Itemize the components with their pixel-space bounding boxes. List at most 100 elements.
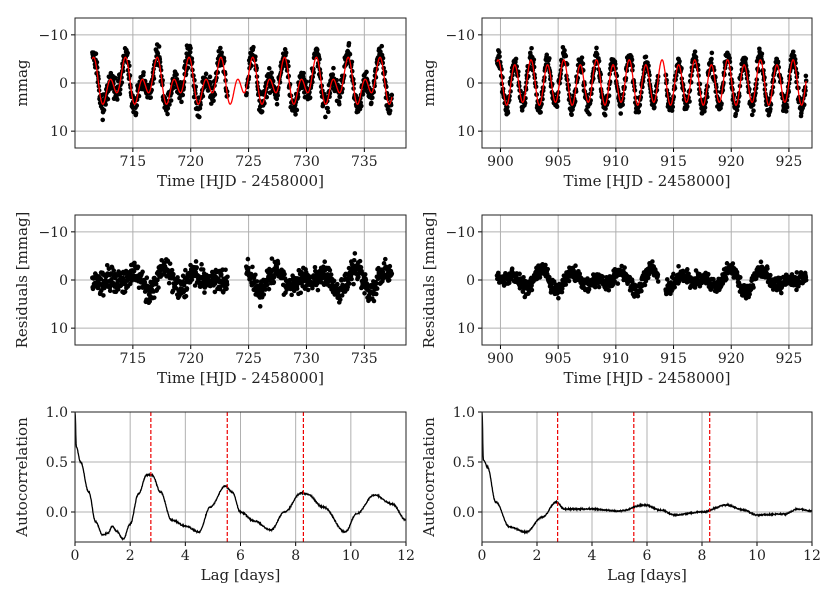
- data-point: [183, 267, 188, 273]
- data-point: [496, 49, 502, 55]
- data-point: [635, 293, 641, 299]
- data-point: [615, 281, 621, 286]
- data-point: [345, 284, 351, 290]
- data-point: [328, 272, 334, 277]
- plot-area: [90, 40, 395, 123]
- data-point: [197, 105, 203, 111]
- data-point: [298, 290, 304, 296]
- data-point: [208, 80, 213, 85]
- data-point: [315, 287, 321, 293]
- data-point: [517, 271, 522, 277]
- y-tick-label: 10: [457, 124, 475, 140]
- data-point: [264, 94, 270, 100]
- y-tick-label: 0.5: [453, 455, 475, 471]
- data-point: [750, 102, 756, 108]
- data-point: [337, 297, 343, 302]
- data-point: [253, 54, 258, 59]
- data-point: [254, 279, 260, 284]
- data-point: [284, 287, 290, 292]
- data-point: [246, 265, 251, 271]
- x-tick-label: 910: [602, 351, 629, 367]
- y-tick-label: −10: [38, 225, 68, 241]
- x-tick-label: 8: [698, 548, 707, 564]
- data-point: [337, 94, 343, 100]
- data-point: [167, 261, 173, 266]
- data-point: [188, 45, 193, 51]
- data-point: [642, 282, 648, 288]
- x-tick-label: 0: [71, 548, 80, 564]
- y-tick-label: 0: [59, 273, 68, 289]
- data-point: [509, 266, 515, 272]
- data-point: [107, 288, 113, 294]
- data-point: [684, 104, 690, 109]
- data-point: [93, 51, 99, 57]
- data-point: [140, 269, 145, 275]
- data-point: [266, 66, 272, 71]
- data-point: [275, 93, 281, 98]
- y-tick-label: 0: [59, 76, 68, 92]
- x-tick-label: 900: [487, 154, 514, 170]
- x-tick-label: 910: [602, 154, 629, 170]
- lc-right-panel: 900 905 910 915 920 925 −10 0 10 Time [HJD - 2458…: [420, 17, 813, 190]
- data-point: [209, 269, 215, 275]
- data-point: [101, 107, 107, 113]
- data-point: [708, 60, 714, 66]
- data-point: [587, 111, 592, 117]
- data-point: [768, 272, 773, 278]
- data-point: [156, 285, 161, 290]
- data-point: [194, 265, 200, 270]
- y-tick-label: 0: [466, 273, 475, 289]
- y-axis-label: Residuals [mmag]: [420, 212, 438, 349]
- data-point: [169, 267, 175, 273]
- data-point: [165, 105, 171, 111]
- data-point: [263, 287, 268, 292]
- axes-frame: [481, 411, 813, 543]
- x-tick-label: 2: [533, 548, 542, 564]
- x-tick-label: 6: [236, 548, 245, 564]
- y-axis-label: mmag: [420, 59, 438, 106]
- data-point: [650, 259, 655, 264]
- data-point: [253, 272, 258, 278]
- data-point: [803, 73, 809, 79]
- data-point: [573, 263, 578, 268]
- x-tick-label: 12: [803, 548, 821, 564]
- data-point: [684, 267, 690, 272]
- plot-area: [90, 251, 395, 309]
- data-point: [655, 272, 661, 277]
- data-point: [275, 261, 281, 266]
- data-point: [251, 44, 256, 50]
- data-point: [196, 114, 202, 120]
- data-point: [274, 101, 280, 107]
- data-point: [360, 92, 366, 97]
- lc-left-panel: 715 720 725 730 735 −10 0 10 Time [HJD - 2458000…: [13, 17, 407, 190]
- data-point: [719, 101, 724, 106]
- data-point: [775, 59, 781, 65]
- data-point: [556, 295, 561, 301]
- data-point: [612, 278, 617, 284]
- data-point: [245, 256, 251, 262]
- data-point: [724, 276, 729, 282]
- data-point: [664, 277, 670, 282]
- data-point: [727, 55, 732, 61]
- x-axis-label: Lag [days]: [607, 566, 687, 584]
- data-point: [155, 277, 160, 283]
- data-point: [144, 275, 150, 280]
- y-tick-label: 1.0: [453, 405, 475, 421]
- data-point: [259, 109, 265, 114]
- x-tick-label: 715: [119, 154, 146, 170]
- data-point: [347, 51, 353, 57]
- data-point: [303, 79, 309, 85]
- data-point: [620, 102, 625, 108]
- y-tick-label: 10: [50, 124, 68, 140]
- data-point: [676, 264, 681, 269]
- data-point: [171, 271, 176, 277]
- x-tick-label: 920: [718, 351, 745, 367]
- data-point: [545, 266, 551, 272]
- data-point: [677, 59, 682, 64]
- data-point: [193, 259, 199, 264]
- x-axis-label: Time [HJD - 2458000]: [157, 369, 324, 387]
- data-point: [380, 269, 386, 275]
- data-point: [181, 282, 187, 288]
- data-point: [669, 108, 675, 113]
- data-point: [569, 112, 574, 118]
